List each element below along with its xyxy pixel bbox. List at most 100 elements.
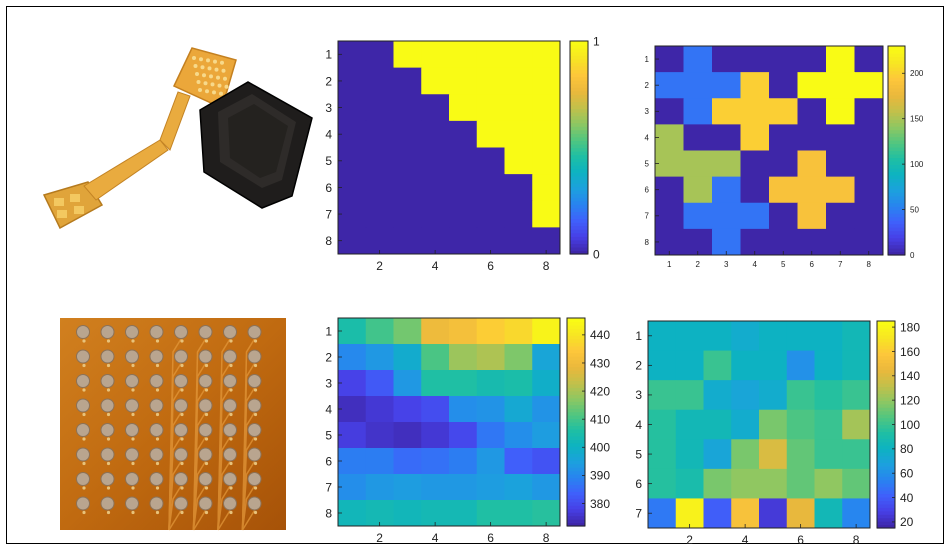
y-tick-label: 5 (325, 154, 332, 168)
colorbar-segment (877, 410, 895, 415)
colorbar-segment (877, 493, 895, 498)
heatmap-cell (826, 98, 855, 125)
colorbar-segment (570, 83, 588, 88)
heatmap-cell (476, 120, 505, 148)
colorbar-segment (570, 243, 588, 248)
x-tick-label: 6 (797, 533, 804, 547)
trace-line (217, 461, 231, 531)
colorbar-segment (567, 324, 585, 329)
colorbar-segment (567, 442, 585, 447)
colorbar-segment (567, 449, 585, 454)
colorbar-segment (877, 455, 895, 460)
y-tick-label: 5 (635, 447, 642, 461)
heatmap-cell (393, 344, 422, 371)
heatmap-cell (449, 94, 478, 122)
heatmap-cell (532, 174, 561, 202)
colorbar-segment (877, 479, 895, 484)
via-dot (204, 363, 209, 368)
heatmap-cell (393, 474, 422, 501)
colorbar-segment (888, 157, 905, 162)
via-dot (229, 510, 233, 515)
heatmap-cell (814, 409, 843, 440)
heatmap-cell (759, 498, 788, 529)
heatmap-cell (731, 321, 760, 352)
heatmap-4: 1 2 3 4 5 6 7 2 4 6 8 20 40 60 80 100 120 140 160 180 (635, 320, 920, 547)
heatmap-cell (675, 498, 704, 529)
trace-line (241, 510, 256, 531)
y-tick-label: 4 (635, 418, 642, 432)
colorbar-segment (570, 183, 588, 188)
colorbar-segment (888, 244, 905, 249)
heatmap-cell (449, 318, 478, 345)
heatmap-cell (365, 227, 394, 255)
via-dot (155, 363, 160, 368)
heatmap-cell (504, 448, 533, 475)
heatmap-cell (532, 227, 561, 255)
colorbar-segment (567, 390, 585, 395)
heatmap-cell (655, 150, 684, 178)
sensor-pad (125, 472, 139, 486)
via-dot (106, 339, 111, 343)
colorbar-segment (877, 393, 895, 398)
colorbar-segment (570, 41, 588, 46)
heatmap-cell (504, 147, 533, 175)
sensor-pad (100, 423, 115, 437)
connector-dot (196, 80, 201, 84)
via-dot (155, 412, 160, 417)
colorbar-segment (570, 175, 588, 181)
sensor-pad (223, 349, 237, 364)
colorbar-segment (877, 403, 895, 408)
heatmap-cell (683, 202, 713, 230)
heatmap-cell (504, 344, 533, 371)
heatmap-cell (532, 396, 561, 423)
colorbar-frame (569, 40, 589, 255)
heatmap-cell (769, 176, 798, 204)
colorbar-segment (570, 65, 588, 70)
sensor-pad (247, 398, 262, 413)
colorbar-segment (567, 370, 585, 375)
heatmap-cell (338, 41, 367, 69)
heatmap-cell (504, 396, 533, 423)
colorbar-segment (888, 46, 905, 51)
colorbar-segment (570, 147, 588, 152)
heatmap-cell (854, 150, 884, 178)
sensor-pad (247, 349, 262, 364)
heatmap-cell (421, 120, 450, 148)
colorbar-segment (567, 335, 585, 340)
sensor-pad (174, 472, 188, 486)
trace-line (217, 485, 231, 531)
heatmap-cell (532, 200, 561, 228)
trace-line (192, 461, 207, 531)
colorbar-segment (888, 160, 905, 166)
sensor-pad (198, 447, 213, 462)
heatmap-2: 1 2 3 4 5 6 7 8 1 2 3 4 5 6 7 8 0 50 100 150 200 (645, 45, 924, 269)
heatmap-cell (797, 72, 827, 99)
heatmap-cell (532, 448, 561, 475)
sensor-pad (100, 472, 115, 486)
colorbar-tick-label: 430 (590, 356, 610, 370)
trace-line (192, 510, 207, 531)
colorbar-segment (570, 69, 588, 74)
colorbar-tick-label: 80 (900, 442, 914, 456)
colorbar-segment (888, 188, 905, 193)
flex-cable-photo (42, 47, 313, 230)
colorbar-segment (888, 56, 905, 61)
via-dot (204, 437, 209, 441)
colorbar-segment (570, 55, 588, 60)
heatmap-cell (769, 72, 798, 99)
sensor-pad (198, 496, 213, 511)
colorbar-segment (567, 428, 585, 433)
heatmap-cell (842, 439, 871, 470)
heatmap-cell (504, 174, 533, 202)
heatmap-cell (338, 370, 367, 397)
colorbar-segment (570, 129, 588, 134)
heatmap-cell (476, 94, 505, 122)
colorbar-segment (888, 178, 905, 183)
y-tick-label: 6 (325, 454, 332, 468)
colorbar-segment (567, 519, 585, 524)
via-dot (229, 388, 233, 392)
via-dot (180, 363, 184, 368)
heatmap-cell (393, 422, 422, 449)
colorbar-segment (567, 401, 585, 406)
heatmap-cell (338, 318, 367, 345)
